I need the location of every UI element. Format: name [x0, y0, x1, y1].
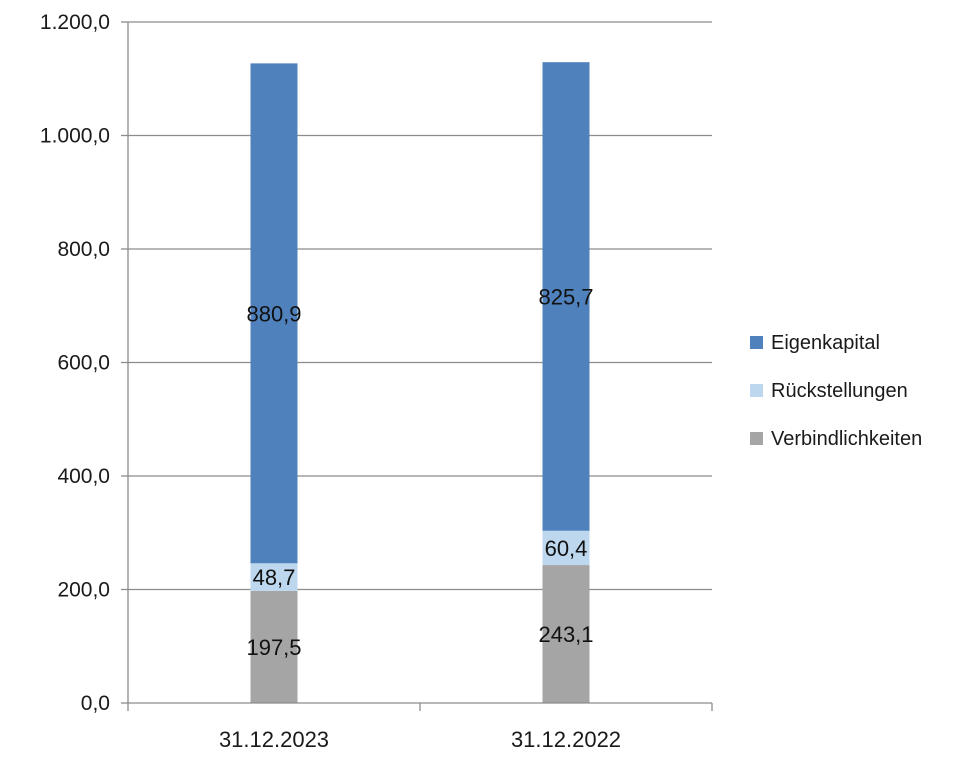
data-label: 60,4 [545, 536, 588, 561]
y-tick-label: 1.200,0 [40, 11, 110, 34]
data-label: 197,5 [246, 635, 301, 660]
y-tick-label: 200,0 [57, 579, 110, 602]
bar-segments [250, 62, 590, 703]
bar-segment [250, 563, 298, 591]
y-tick-label: 400,0 [57, 465, 110, 488]
data-label: 880,9 [246, 301, 301, 326]
bar-segment [250, 63, 298, 564]
legend-swatch [750, 432, 763, 445]
legend-label: Verbindlichkeiten [771, 428, 922, 450]
y-tick-label: 600,0 [57, 352, 110, 375]
legend-swatch [750, 336, 763, 349]
bar-segment [250, 590, 298, 703]
axes [127, 22, 713, 711]
y-tick-label: 0,0 [81, 692, 110, 715]
legend-label: Eigenkapital [771, 332, 880, 354]
y-axis-tick-labels: 0,0 200,0 400,0 600,0 800,0 1.000,0 1.200,0 [40, 11, 110, 715]
legend-swatch [750, 384, 763, 397]
bar-segment [542, 565, 590, 703]
legend: Eigenkapital Rückstellungen Verbindlichkei… [750, 332, 922, 450]
gridlines [121, 21, 712, 704]
data-label: 243,1 [538, 622, 593, 647]
data-label: 48,7 [253, 565, 296, 590]
y-tick-label: 1.000,0 [40, 125, 110, 148]
bar-segment [542, 530, 590, 566]
y-tick-label: 800,0 [57, 238, 110, 261]
bar-segment [542, 62, 590, 531]
x-category-label: 31.12.2022 [511, 727, 621, 752]
data-label: 825,7 [538, 284, 593, 309]
x-category-label: 31.12.2023 [219, 727, 329, 752]
legend-label: Rückstellungen [771, 380, 908, 402]
x-axis-category-labels: 31.12.2023 31.12.2022 [219, 727, 621, 752]
data-labels: 197,5 48,7 880,9 243,1 60,4 825,7 [246, 284, 593, 659]
